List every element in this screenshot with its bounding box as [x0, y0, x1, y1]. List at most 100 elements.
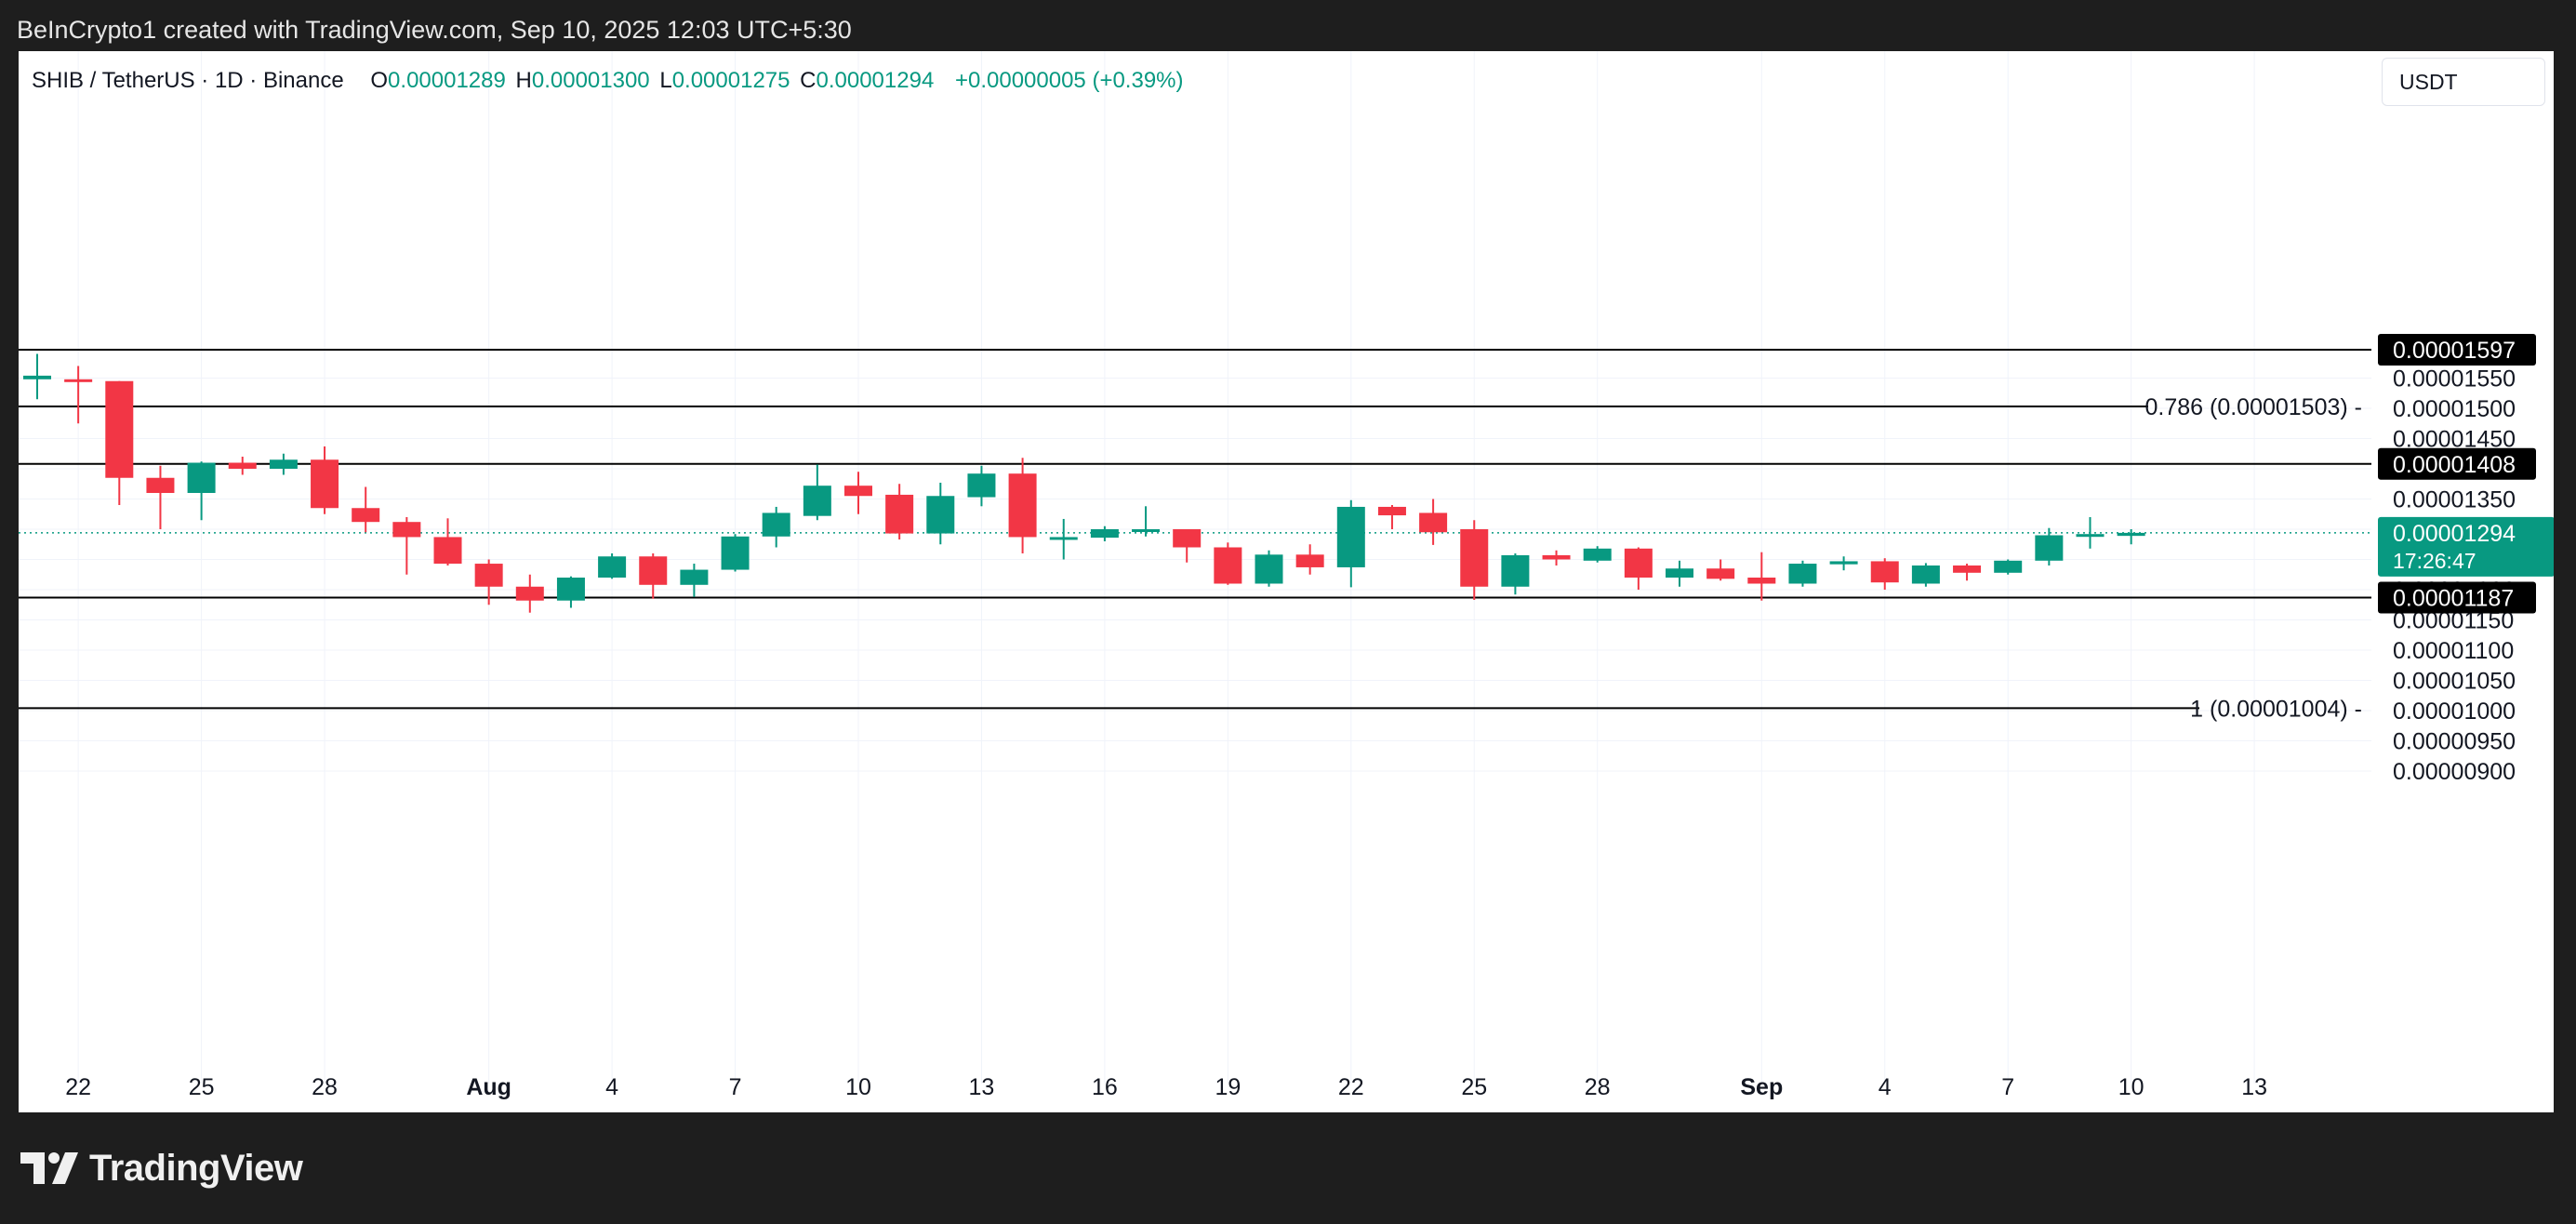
- candle[interactable]: [885, 484, 914, 540]
- candle-body[interactable]: [1788, 564, 1817, 584]
- candle-body[interactable]: [1419, 512, 1448, 533]
- candle-body[interactable]: [311, 459, 339, 509]
- candle-body[interactable]: [1994, 560, 2023, 573]
- candle[interactable]: [1173, 529, 1202, 563]
- candle[interactable]: [105, 380, 134, 505]
- candles[interactable]: [23, 353, 2145, 613]
- time-axis[interactable]: 22 25 28 Aug 4 7 10 13 16 19 22 25 28 Sep 4 7 10 13: [65, 1074, 2267, 1100]
- currency-button[interactable]: USDT: [2382, 58, 2545, 106]
- candle[interactable]: [269, 453, 298, 475]
- candle[interactable]: [680, 564, 709, 597]
- candle-body[interactable]: [844, 486, 872, 497]
- candle-body[interactable]: [1008, 473, 1037, 538]
- candle-body[interactable]: [2117, 532, 2145, 537]
- candle[interactable]: [1295, 544, 1324, 575]
- candle-body[interactable]: [1049, 537, 1078, 540]
- candle[interactable]: [1994, 559, 2023, 575]
- candle[interactable]: [1666, 560, 1693, 587]
- candle[interactable]: [556, 576, 585, 608]
- candle[interactable]: [352, 486, 380, 533]
- candle[interactable]: [311, 446, 339, 514]
- candle[interactable]: [1255, 550, 1283, 587]
- candle-body[interactable]: [433, 537, 462, 565]
- candle-body[interactable]: [2035, 535, 2064, 561]
- candle[interactable]: [1008, 458, 1037, 553]
- candle-body[interactable]: [598, 556, 627, 578]
- chart-frame[interactable]: 0.786 (0.00001503) - 1 (0.00001004) - 0.0…: [19, 51, 2554, 1112]
- candle[interactable]: [1953, 564, 1982, 581]
- candle[interactable]: [1419, 499, 1448, 545]
- candle-body[interactable]: [680, 569, 709, 585]
- candle-body[interactable]: [1501, 554, 1530, 587]
- candle[interactable]: [187, 461, 216, 521]
- candle[interactable]: [1911, 563, 1940, 587]
- candle-body[interactable]: [2076, 534, 2105, 538]
- candlestick-chart[interactable]: 0.786 (0.00001503) - 1 (0.00001004) - 0.0…: [19, 51, 2554, 1112]
- candle-body[interactable]: [1214, 547, 1242, 584]
- candle-body[interactable]: [1542, 554, 1571, 560]
- candle-body[interactable]: [1295, 554, 1324, 567]
- candle[interactable]: [1788, 560, 1817, 587]
- candle[interactable]: [2076, 517, 2105, 549]
- candle-body[interactable]: [228, 462, 257, 470]
- candle-body[interactable]: [1624, 548, 1653, 578]
- candle-body[interactable]: [352, 508, 380, 523]
- candle-body[interactable]: [392, 522, 421, 538]
- candle[interactable]: [1747, 552, 1776, 601]
- candle-body[interactable]: [885, 494, 914, 534]
- candle[interactable]: [639, 553, 668, 599]
- candle-body[interactable]: [967, 473, 996, 498]
- candle-body[interactable]: [721, 536, 750, 570]
- candle[interactable]: [433, 518, 462, 565]
- candle-body[interactable]: [187, 462, 216, 494]
- candle-body[interactable]: [23, 375, 51, 379]
- candle[interactable]: [64, 366, 93, 424]
- candle[interactable]: [1583, 546, 1612, 563]
- candle-body[interactable]: [639, 556, 668, 585]
- candle[interactable]: [515, 574, 544, 613]
- candle[interactable]: [803, 464, 831, 521]
- candle-body[interactable]: [1255, 554, 1283, 584]
- candle-body[interactable]: [1953, 565, 1982, 573]
- candle-body[interactable]: [1090, 529, 1119, 539]
- candle[interactable]: [1542, 550, 1571, 565]
- candle-body[interactable]: [146, 477, 175, 493]
- candle[interactable]: [1870, 558, 1899, 590]
- candle-body[interactable]: [926, 496, 955, 534]
- candle[interactable]: [1829, 556, 1858, 571]
- candle[interactable]: [474, 559, 503, 605]
- candle-body[interactable]: [1870, 561, 1899, 583]
- candle[interactable]: [1049, 518, 1078, 560]
- candle[interactable]: [23, 353, 51, 400]
- candle[interactable]: [2035, 527, 2064, 565]
- candle[interactable]: [967, 465, 996, 507]
- symbol-title[interactable]: SHIB / TetherUS · 1D · Binance: [32, 68, 344, 93]
- candle[interactable]: [721, 534, 750, 572]
- candle[interactable]: [1132, 506, 1161, 537]
- candle[interactable]: [762, 506, 790, 548]
- candle-body[interactable]: [1336, 506, 1365, 567]
- candle[interactable]: [1090, 526, 1119, 541]
- candle-body[interactable]: [1377, 506, 1406, 516]
- candle[interactable]: [926, 482, 955, 545]
- candle-body[interactable]: [1911, 565, 1940, 584]
- candle[interactable]: [1706, 559, 1735, 581]
- candle[interactable]: [1214, 542, 1242, 585]
- candle[interactable]: [146, 465, 175, 529]
- candle-body[interactable]: [803, 486, 831, 516]
- candle[interactable]: [1624, 547, 1653, 591]
- candle[interactable]: [392, 517, 421, 575]
- candle[interactable]: [1377, 505, 1406, 529]
- candle[interactable]: [2117, 529, 2145, 545]
- candle-body[interactable]: [1747, 578, 1776, 584]
- candle-body[interactable]: [105, 380, 134, 478]
- candle[interactable]: [1501, 553, 1530, 595]
- candle-body[interactable]: [556, 578, 585, 601]
- candle-body[interactable]: [1132, 529, 1161, 532]
- candle[interactable]: [1460, 520, 1489, 601]
- candle-body[interactable]: [1666, 568, 1693, 578]
- candle[interactable]: [844, 472, 872, 514]
- candle-body[interactable]: [1829, 561, 1858, 565]
- candle[interactable]: [228, 457, 257, 475]
- candle-body[interactable]: [1583, 548, 1612, 561]
